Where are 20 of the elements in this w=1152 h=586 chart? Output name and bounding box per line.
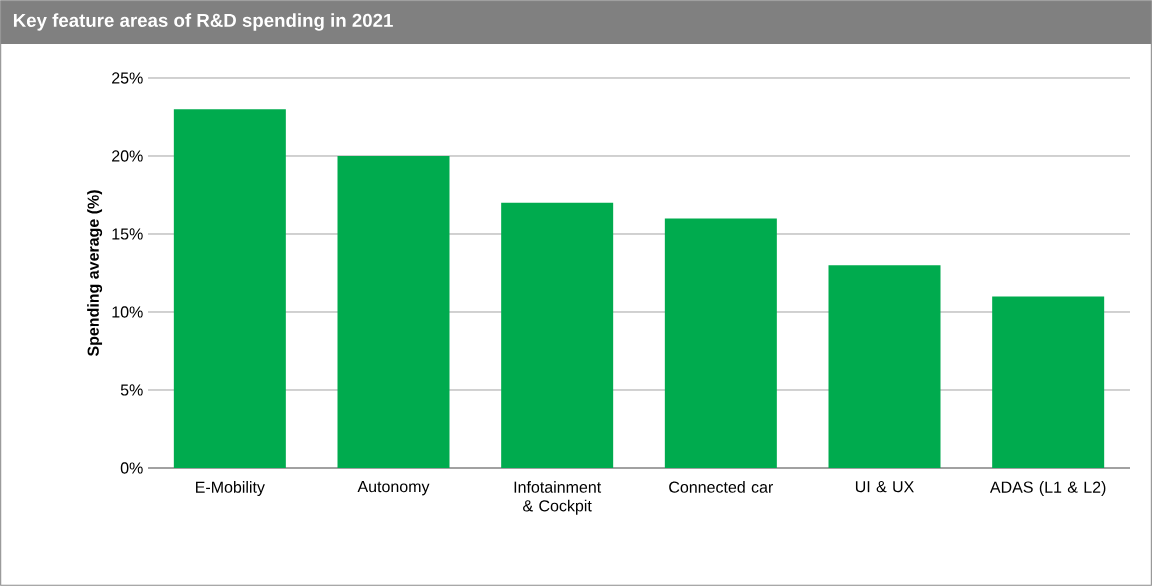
bar [173,109,286,468]
bar [337,156,450,468]
bar [992,296,1105,468]
y-tick-label: 20% [112,150,143,162]
y-axis-title: Spending average (%) [87,190,103,357]
x-tick-label: Autonomy [357,481,430,496]
x-tick-label: E-Mobility [196,481,265,496]
bar [828,265,941,468]
bar [501,202,614,468]
x-tick-label: Connected car [669,481,774,493]
x-tick-label: ADAS (L1 & L2) [989,481,1106,496]
y-tick-label: 5% [120,384,143,396]
y-tick-label: 15% [112,228,143,240]
bar [664,218,777,468]
x-tick-label: UI & UX [855,481,914,493]
chart-title: Key feature areas of R&D spending in 2021 [13,13,393,31]
y-tick-label: 10% [112,306,143,318]
y-tick-label: 0% [120,462,143,474]
x-tick-label: Infotainment & Cockpit [514,481,602,515]
y-tick-label: 25% [112,72,143,84]
